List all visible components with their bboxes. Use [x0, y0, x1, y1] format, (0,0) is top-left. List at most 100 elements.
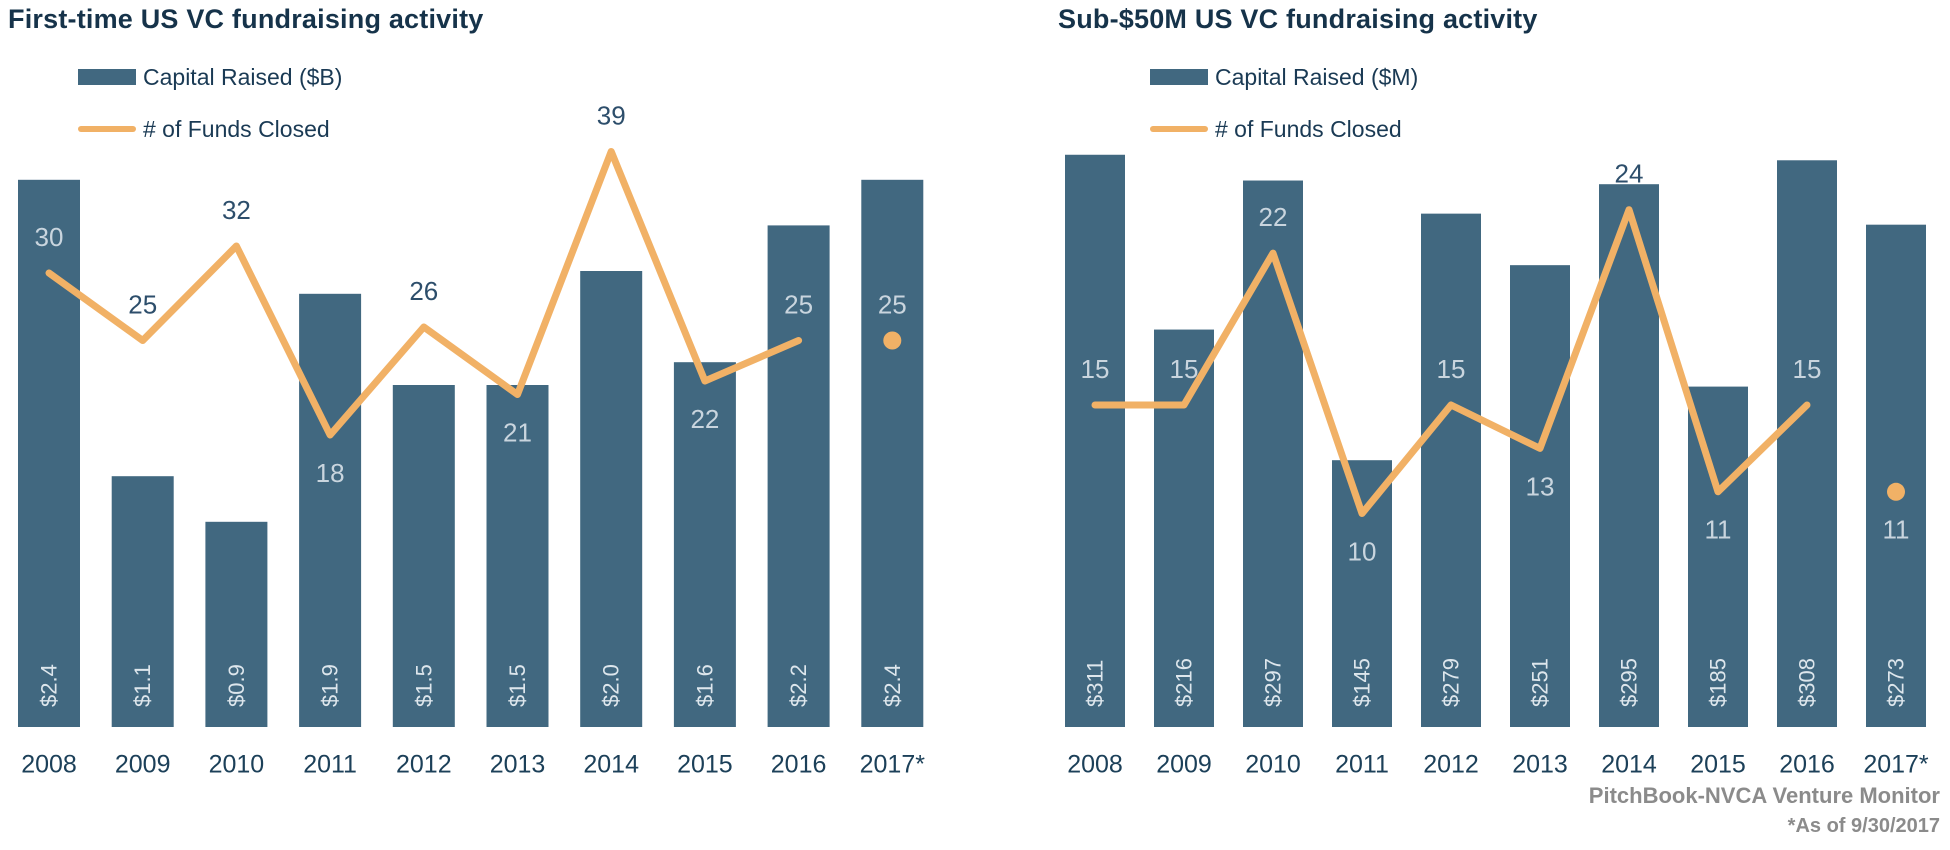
legend-label-capital-raised: Capital Raised ($B)	[143, 63, 343, 90]
legend-item-funds-closed: # of Funds Closed	[78, 114, 342, 144]
category-label: 2010	[209, 751, 265, 779]
as-of-note: *As of 9/30/2017	[1787, 814, 1940, 837]
bar-value-label: $1.1	[130, 664, 155, 707]
bar-value-label: $185	[1706, 658, 1731, 707]
bar-value-label: $0.9	[224, 664, 249, 707]
bar-value-label: $273	[1884, 658, 1909, 707]
bar-value-label: $145	[1350, 658, 1375, 707]
bar-value-label: $2.4	[880, 664, 905, 707]
category-label: 2013	[1512, 751, 1568, 779]
bar-2009	[1154, 329, 1214, 727]
chart-title-first-time: First-time US VC fundraising activity	[8, 4, 484, 34]
bar-value-label: $295	[1617, 658, 1642, 707]
category-label: 2016	[1779, 751, 1835, 779]
funds-point-label: 10	[1348, 536, 1377, 566]
bar-value-label: $2.2	[786, 664, 811, 707]
funds-point-label: 24	[1615, 159, 1644, 189]
funds-closed-line	[1091, 206, 1811, 517]
funds-point-label: 15	[1170, 354, 1199, 384]
funds-point-label: 25	[784, 289, 813, 319]
category-label: 2011	[1335, 751, 1389, 779]
category-label: 2009	[1156, 751, 1212, 779]
funds-closed-line	[45, 148, 803, 439]
forecast-dot	[1887, 482, 1905, 501]
funds-point-label: 22	[1259, 202, 1288, 232]
line-swatch-icon	[1150, 126, 1208, 132]
legend-label-capital-raised: Capital Raised ($M)	[1215, 63, 1419, 90]
bar-2013	[1510, 265, 1570, 727]
bar-2015	[673, 362, 736, 727]
funds-point-label: 15	[1793, 354, 1822, 384]
bar-2010	[1243, 180, 1303, 727]
funds-point-label: 32	[222, 195, 251, 225]
bar-value-label: $279	[1439, 658, 1464, 707]
bar-2015	[1688, 386, 1748, 727]
bar-2014	[580, 271, 643, 727]
funds-point-label: 26	[409, 276, 438, 306]
legend-item-funds-closed: # of Funds Closed	[1150, 114, 1418, 144]
bar-2016	[1777, 160, 1837, 727]
bar-value-label: $216	[1172, 658, 1197, 707]
bar-2009	[111, 476, 174, 727]
category-label: 2015	[1690, 751, 1746, 779]
chart-title-sub-50m: Sub-$50M US VC fundraising activity	[1058, 4, 1538, 34]
bar-2017*	[1866, 224, 1926, 727]
category-label: 2014	[583, 751, 639, 779]
category-label: 2008	[1067, 751, 1123, 779]
category-label: 2009	[115, 751, 171, 779]
funds-point-label: 15	[1437, 354, 1466, 384]
funds-point-label: 18	[316, 458, 345, 488]
bar-swatch-icon	[1150, 69, 1208, 85]
funds-point-label: 13	[1526, 471, 1555, 501]
source-attribution: PitchBook-NVCA Venture Monitor	[1588, 783, 1940, 808]
category-label: 2016	[771, 751, 827, 779]
funds-point-label: 11	[1883, 515, 1910, 545]
funds-point-label: 39	[597, 100, 626, 130]
category-label: 2011	[303, 751, 357, 779]
funds-point-label: 22	[690, 404, 719, 434]
funds-point-label: 11	[1705, 515, 1732, 545]
bar-2012	[392, 385, 455, 727]
legend-label-funds-closed: # of Funds Closed	[143, 115, 330, 142]
funds-point-label: 25	[128, 289, 157, 319]
line-swatch-icon	[78, 126, 136, 132]
bar-value-label: $1.6	[692, 664, 717, 707]
funds-point-label: 30	[35, 222, 64, 252]
bar-value-label: $2.0	[599, 664, 624, 707]
funds-point-label: 21	[503, 417, 532, 447]
bar-2011	[299, 293, 362, 727]
category-label: 2012	[1423, 751, 1479, 779]
category-label: 2008	[21, 751, 77, 779]
footer: PitchBook-NVCA Venture Monitor *As of 9/…	[1589, 780, 1940, 841]
category-label: 2017*	[1863, 751, 1929, 779]
funds-point-label: 25	[878, 289, 907, 319]
category-label: 2017*	[860, 751, 926, 779]
legend-item-capital-raised: Capital Raised ($B)	[78, 62, 342, 92]
bar-value-label: $2.4	[37, 664, 62, 707]
funds-point-label: 15	[1081, 354, 1110, 384]
bar-2010	[205, 521, 268, 727]
bar-2012	[1421, 213, 1481, 727]
bar-swatch-icon	[78, 69, 136, 85]
category-label: 2014	[1601, 751, 1657, 779]
bar-value-label: $1.5	[505, 664, 530, 707]
bar-2008	[1065, 154, 1125, 727]
forecast-dot	[883, 331, 902, 350]
category-label: 2013	[490, 751, 546, 779]
bar-value-label: $297	[1261, 658, 1286, 707]
bar-2017*	[861, 179, 924, 728]
bar-2013	[486, 385, 549, 727]
legend-item-capital-raised: Capital Raised ($M)	[1150, 62, 1418, 92]
category-label: 2010	[1245, 751, 1301, 779]
bar-value-label: $251	[1528, 658, 1553, 707]
bar-value-label: $1.9	[318, 664, 343, 707]
legend-first-time: Capital Raised ($B) # of Funds Closed	[78, 62, 342, 144]
legend-label-funds-closed: # of Funds Closed	[1215, 115, 1402, 142]
bar-value-label: $311	[1083, 660, 1108, 707]
legend-sub-50m: Capital Raised ($M) # of Funds Closed	[1150, 62, 1418, 144]
category-label: 2012	[396, 751, 452, 779]
bar-value-label: $308	[1795, 658, 1820, 707]
